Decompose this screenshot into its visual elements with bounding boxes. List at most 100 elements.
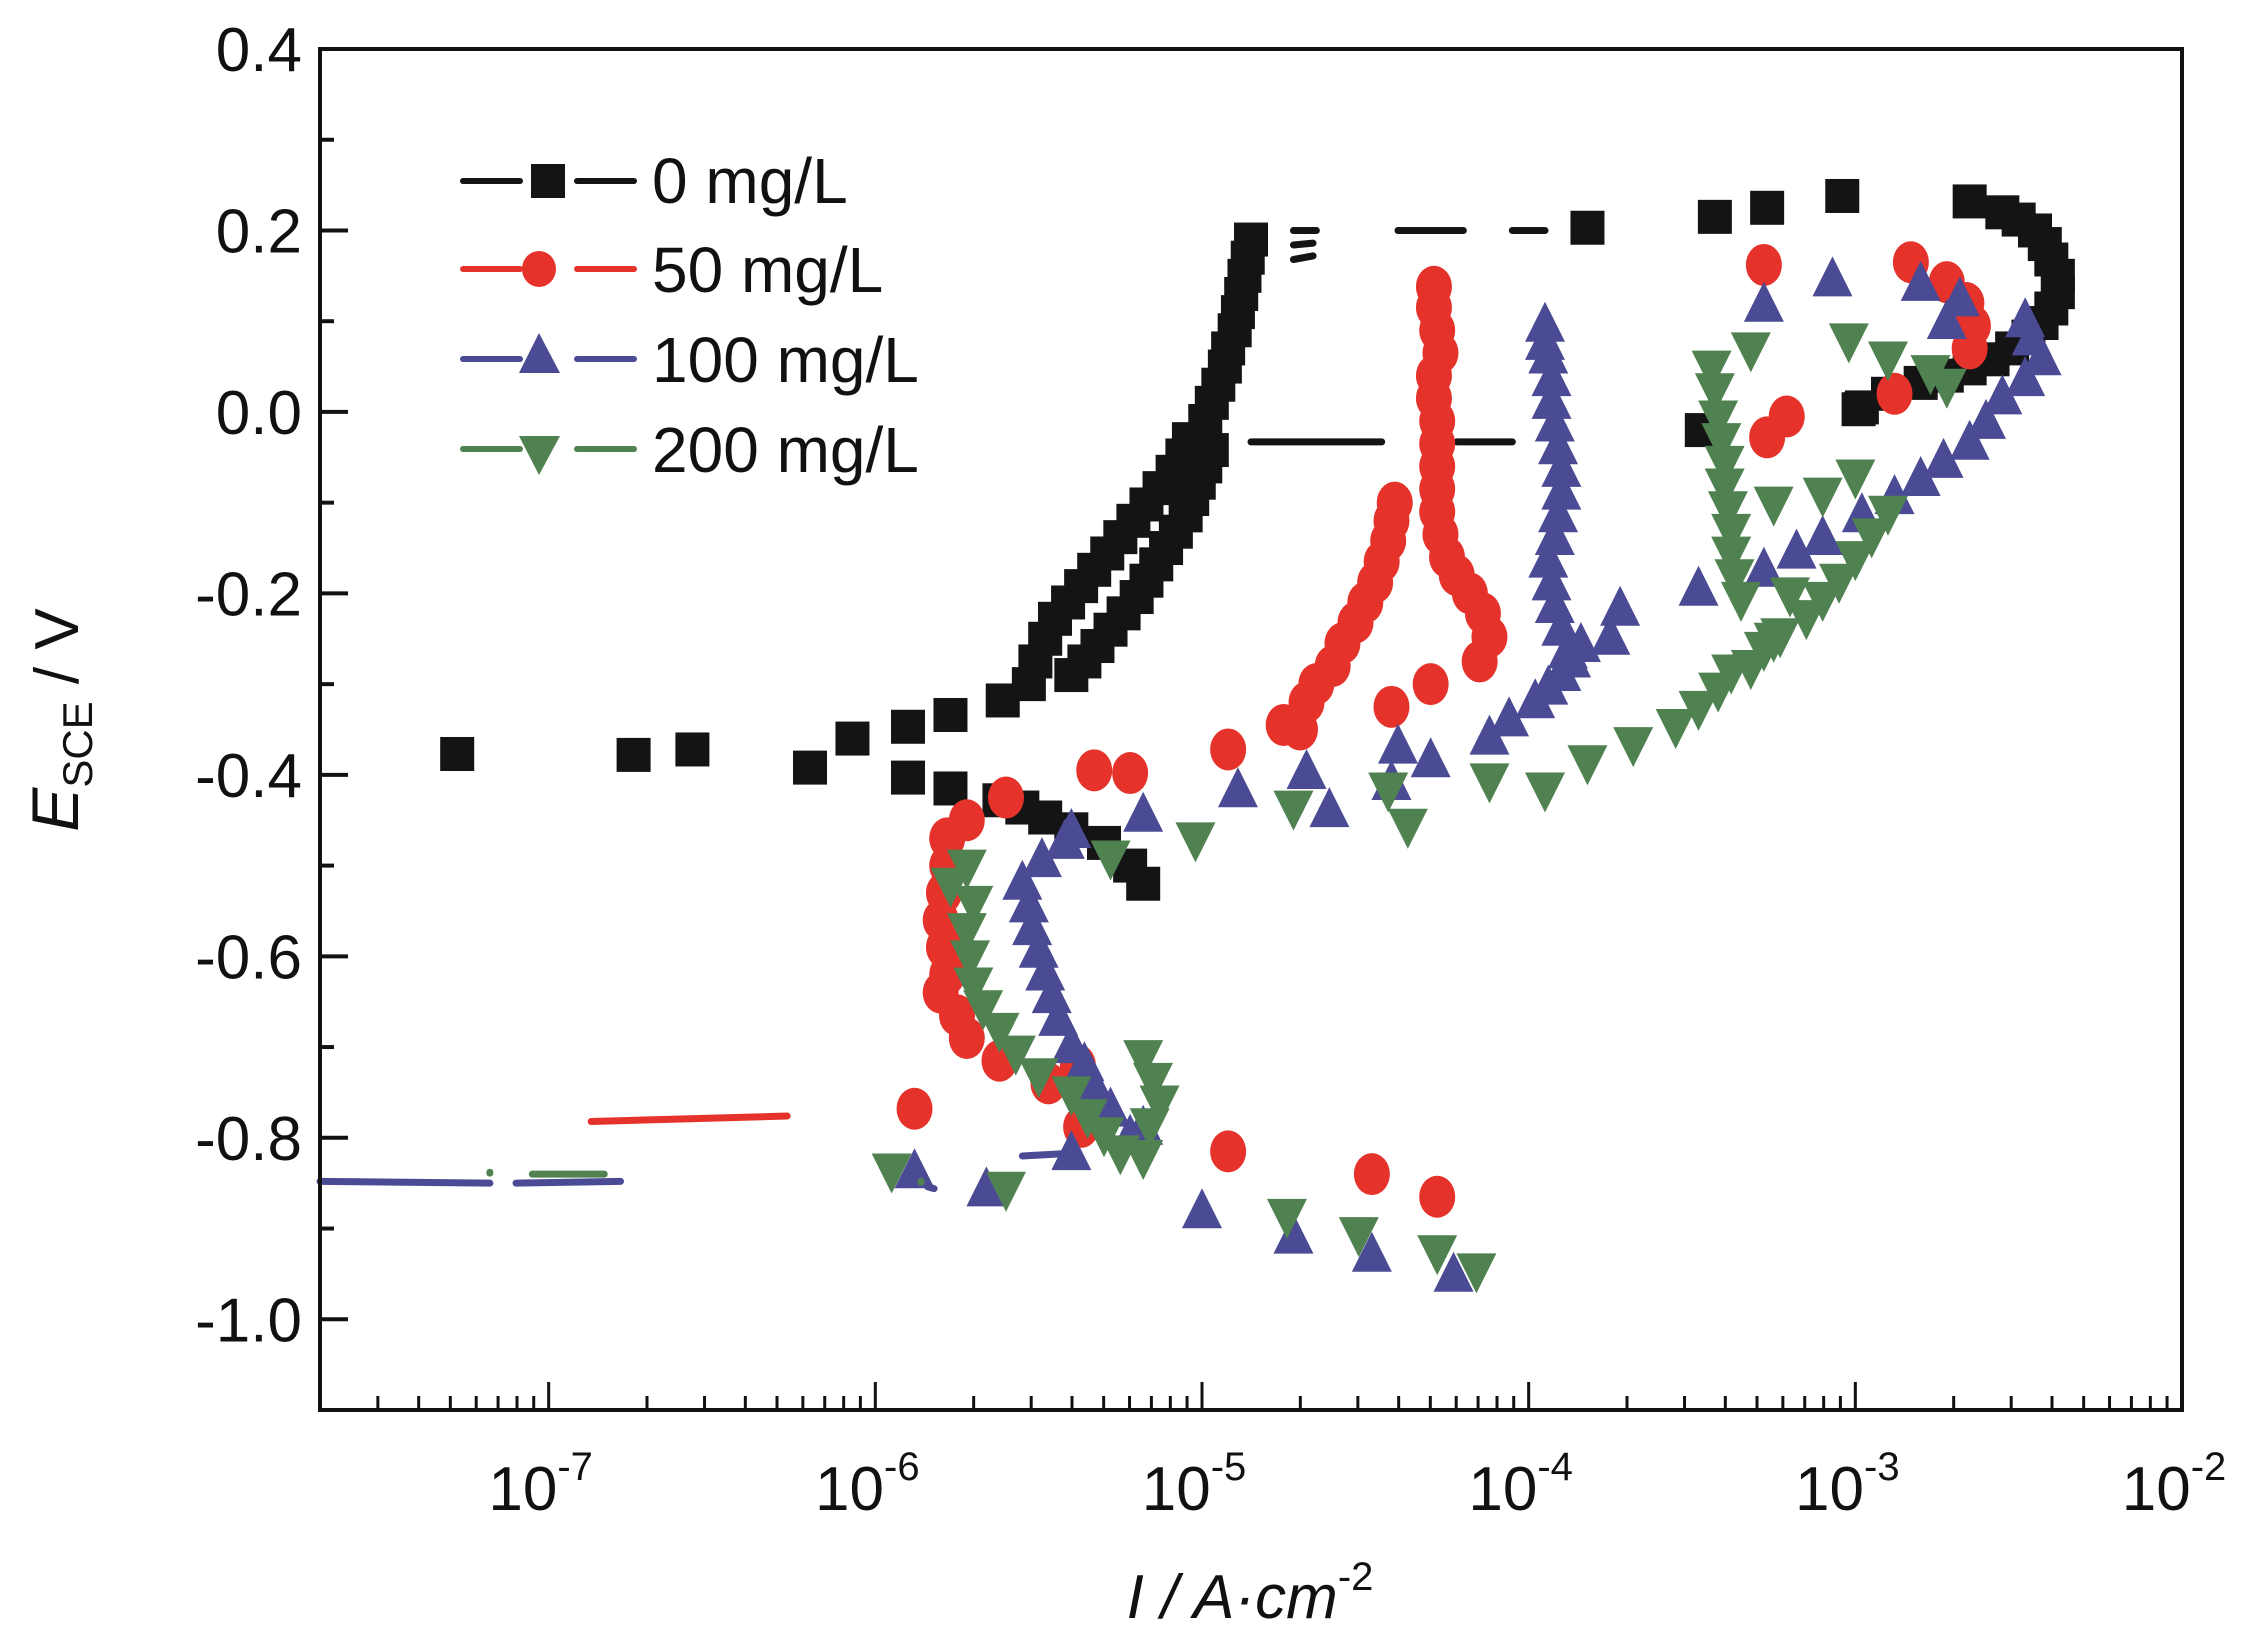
data-point xyxy=(1525,772,1565,813)
data-point xyxy=(891,760,925,795)
data-point xyxy=(1851,518,1892,559)
data-point xyxy=(1531,356,1572,397)
data-point xyxy=(1076,749,1113,792)
data-point xyxy=(1433,1251,1474,1292)
data-point xyxy=(1776,528,1817,569)
data-point xyxy=(1698,400,1739,441)
data-point xyxy=(1175,822,1216,863)
data-point xyxy=(1338,1217,1379,1258)
data-point xyxy=(1273,1213,1314,1254)
data-point xyxy=(1051,1076,1092,1117)
x-tick-label: 10-4 xyxy=(1468,1445,1573,1524)
y-tick-label: 0.2 xyxy=(216,197,302,266)
data-point xyxy=(1534,401,1575,442)
data-point xyxy=(1129,1108,1170,1149)
data-point xyxy=(1309,787,1350,828)
x-tick-label: 10-2 xyxy=(2122,1445,2227,1524)
data-point xyxy=(1841,392,1876,427)
data-marks xyxy=(316,178,2075,1294)
data-point xyxy=(1018,1058,1059,1099)
x-tick-label: 10-6 xyxy=(815,1445,920,1524)
data-point xyxy=(1547,628,1588,669)
data-point xyxy=(1531,560,1572,601)
data-point xyxy=(1697,199,1732,234)
data-point xyxy=(1711,536,1752,577)
axes: 0.40.20.0-0.2-0.4-0.6-0.8-1.0 10-7 10-6 10… xyxy=(195,16,2226,1524)
data-point xyxy=(1753,622,1794,663)
data-point xyxy=(1376,481,1413,524)
data-point xyxy=(616,737,651,772)
data-point xyxy=(1802,477,1843,518)
legend-circle-icon xyxy=(522,251,556,287)
data-point xyxy=(953,967,994,1008)
data-point xyxy=(1051,808,1092,849)
data-point xyxy=(1541,469,1582,510)
data-point xyxy=(1273,790,1314,831)
x-tick-label: 10-5 xyxy=(1142,1445,1247,1524)
data-point xyxy=(1021,837,1062,878)
data-point xyxy=(1469,763,1510,804)
data-point xyxy=(1182,1188,1222,1229)
data-point xyxy=(1691,350,1732,391)
data-point xyxy=(1570,210,1605,245)
data-point xyxy=(1541,446,1582,487)
data-point xyxy=(1678,565,1719,606)
x-axis-title: I / A·cm-2 xyxy=(1127,1555,1374,1632)
data-point xyxy=(946,913,987,954)
data-point xyxy=(1749,416,1786,459)
data-point xyxy=(1210,1130,1247,1173)
data-point xyxy=(1541,605,1582,646)
data-point xyxy=(1074,1063,1115,1104)
data-point xyxy=(1531,378,1572,419)
y-tick-label: -0.2 xyxy=(195,560,302,629)
y-ticks: 0.4 0.2 0.0 -0.2 -0.4 -0.6 -0.8 -1.0 xyxy=(195,16,348,1412)
y-tick-label: 0.0 xyxy=(216,379,302,448)
data-point xyxy=(1743,281,1784,322)
data-point xyxy=(1900,260,1941,301)
data-point xyxy=(1868,341,1908,382)
data-point xyxy=(1210,728,1247,771)
data-point xyxy=(1534,514,1575,555)
y-axis-title-main: E xyxy=(18,787,92,832)
data-point xyxy=(946,849,987,890)
legend-label-0: 0 mg/L xyxy=(652,145,848,217)
data-point xyxy=(1139,1085,1180,1126)
data-point xyxy=(1952,184,1987,219)
data-point xyxy=(1217,767,1258,808)
data-point xyxy=(1600,585,1641,626)
x-axis-title-sup: -2 xyxy=(1338,1555,1374,1599)
data-point xyxy=(1966,398,2006,439)
data-point xyxy=(986,1171,1026,1212)
legend-item-0: 0 mg/L xyxy=(460,145,848,217)
data-point xyxy=(1090,1086,1131,1127)
data-point xyxy=(1456,1253,1497,1294)
x-axis-title-main: I / A·cm xyxy=(1127,1563,1338,1632)
data-point xyxy=(953,885,994,926)
x-tick-label: 10-3 xyxy=(1795,1445,1900,1524)
data-point xyxy=(1949,419,1990,460)
data-point xyxy=(1707,491,1748,532)
data-point xyxy=(1410,737,1451,778)
data-point xyxy=(1701,423,1742,464)
series-line-segment xyxy=(587,1112,791,1125)
data-point xyxy=(1112,752,1149,795)
legend-label-3: 200 mg/L xyxy=(652,414,919,486)
y-tick-label: 0.4 xyxy=(216,16,302,85)
legend-triangle-up-icon xyxy=(519,333,560,373)
data-point xyxy=(1008,882,1049,923)
data-point xyxy=(1469,714,1510,755)
data-point xyxy=(1721,581,1761,622)
legend-item-3: 200 mg/L xyxy=(460,414,919,486)
legend-label-1: 50 mg/L xyxy=(652,234,883,306)
data-point xyxy=(1745,243,1782,286)
data-point xyxy=(948,1016,985,1059)
data-point xyxy=(1415,265,1452,308)
data-point xyxy=(1538,424,1579,465)
data-point xyxy=(1704,468,1745,509)
legend-square-icon xyxy=(531,164,565,198)
data-point xyxy=(1730,332,1771,373)
legend-item-2: 100 mg/L xyxy=(460,324,919,396)
data-point xyxy=(896,1087,933,1130)
data-point xyxy=(1786,600,1827,641)
